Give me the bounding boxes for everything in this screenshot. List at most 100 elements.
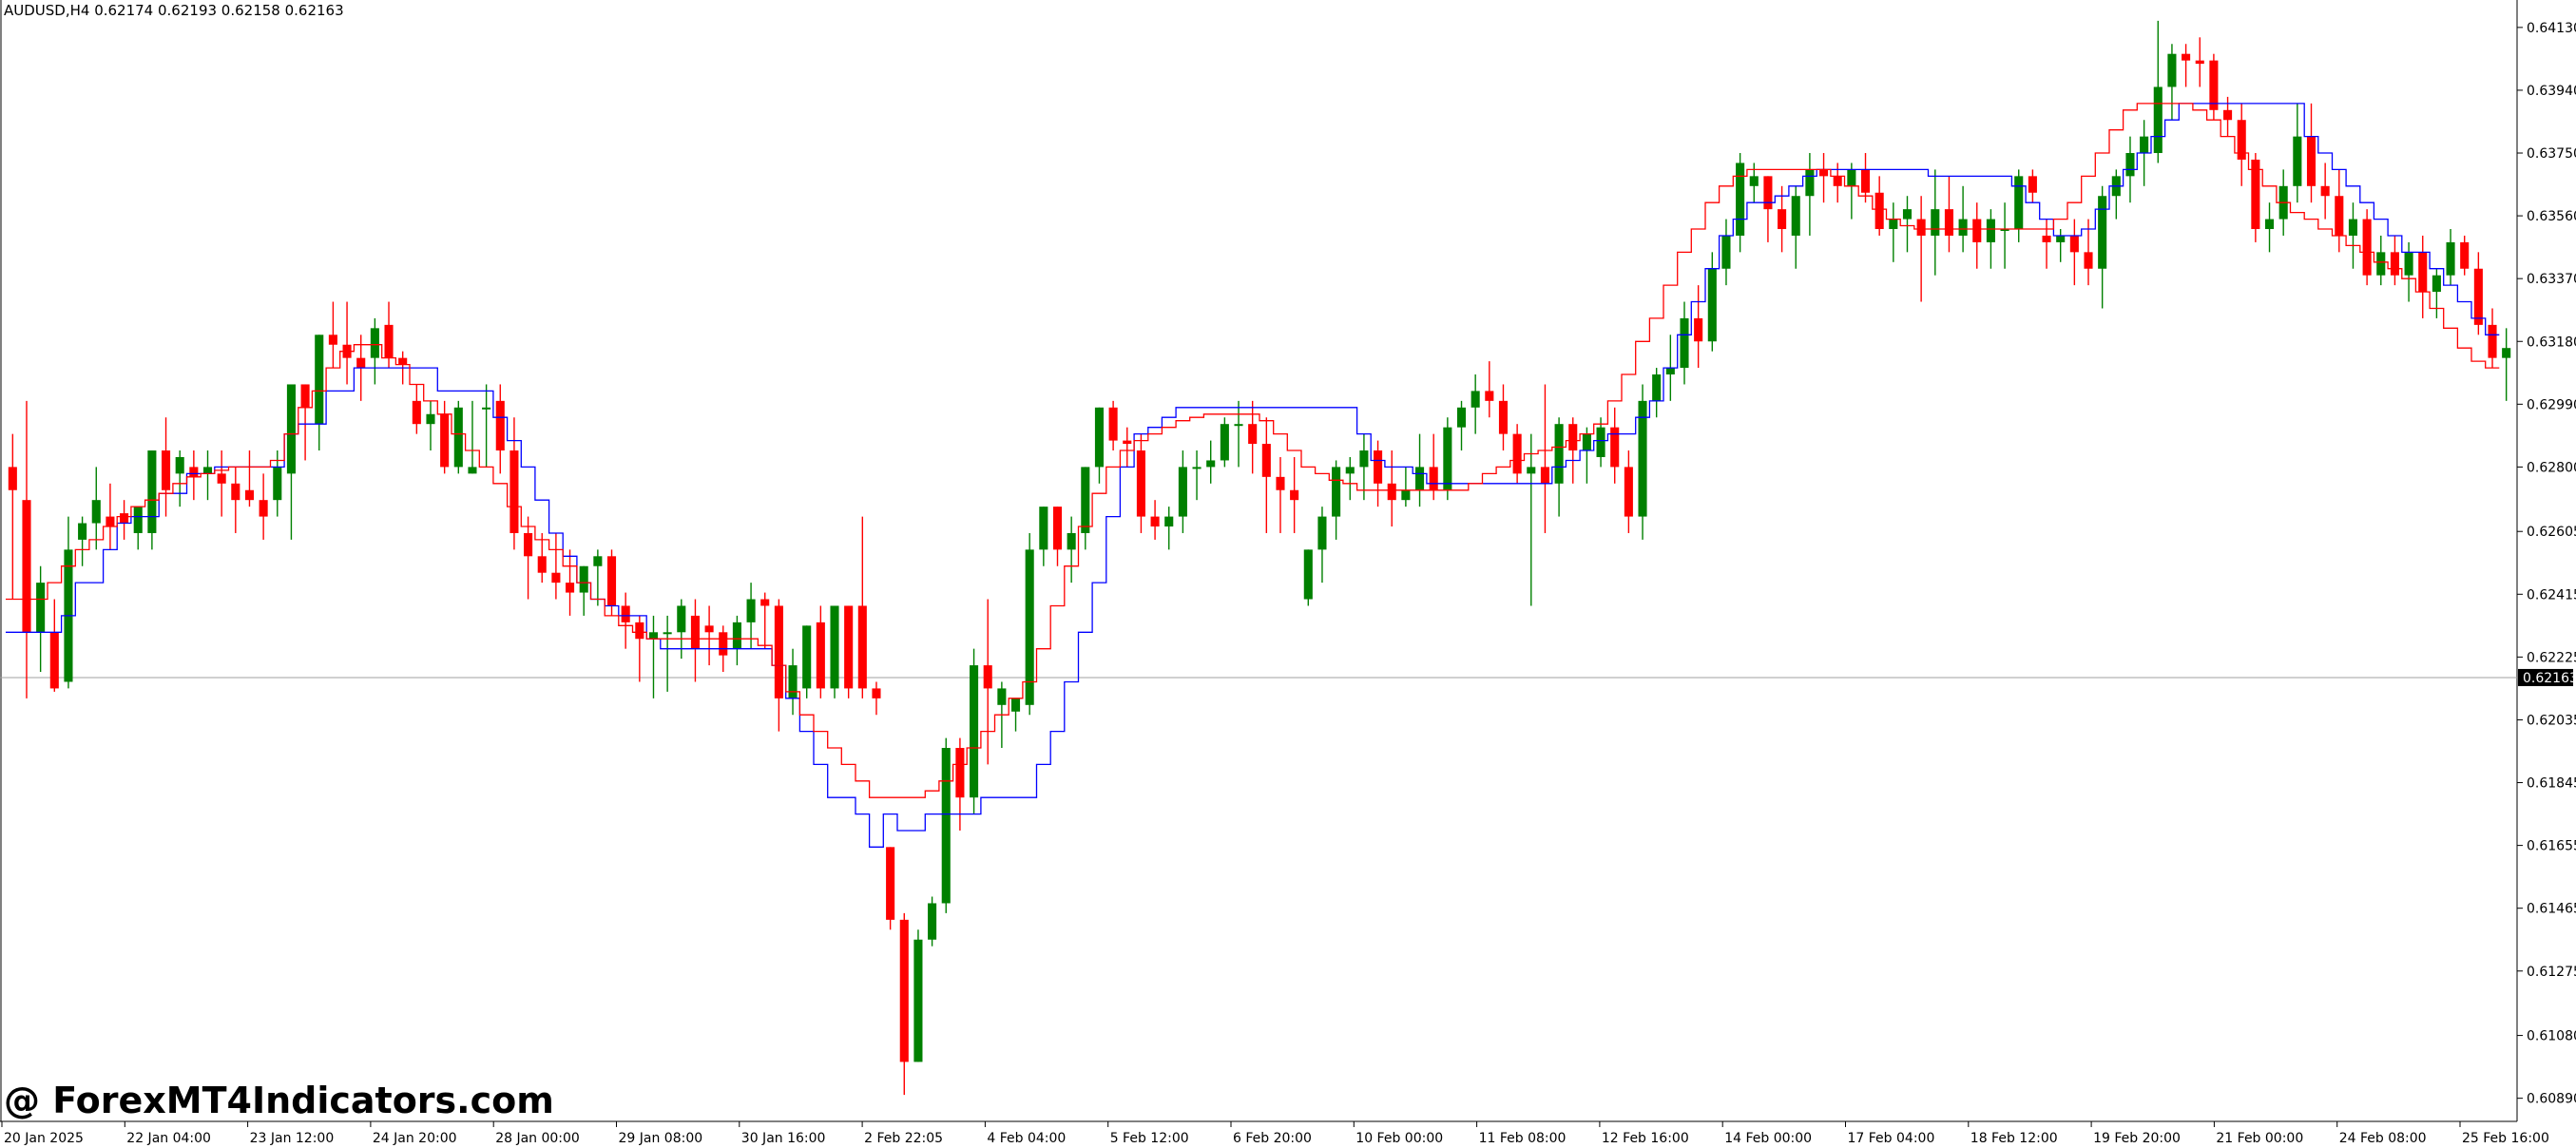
- bear-candle: [606, 549, 617, 616]
- bull-candle: [1471, 374, 1480, 434]
- bull-candle: [2432, 268, 2441, 318]
- bull-candle: [1736, 153, 1745, 253]
- bull-candle: [273, 450, 282, 517]
- candle-body: [1456, 407, 1467, 428]
- candle-body: [788, 665, 798, 698]
- candle-body: [579, 565, 588, 593]
- candle-body: [2000, 229, 2009, 232]
- candle-body: [231, 483, 240, 501]
- candle-body: [983, 665, 992, 689]
- bull-candle: [1456, 400, 1467, 451]
- candle-body: [1986, 219, 1995, 242]
- bear-candle: [120, 500, 129, 540]
- bear-candle: [1498, 384, 1509, 451]
- bear-candle: [1778, 185, 1787, 253]
- price-tag-label: 0.62163: [2523, 671, 2576, 686]
- candle-body: [273, 467, 282, 501]
- candle-body: [1736, 163, 1745, 236]
- candle-body: [1010, 698, 1021, 712]
- x-tick-label: 11 Feb 08:00: [1479, 1131, 1567, 1146]
- bull-candle: [1025, 532, 1034, 716]
- x-tick-label: 21 Feb 00:00: [2216, 1131, 2303, 1146]
- candle-body: [886, 847, 895, 920]
- candle-body: [2502, 348, 2511, 358]
- candle-body: [816, 622, 825, 689]
- bull-candle: [1902, 196, 1913, 253]
- bear-candle: [1374, 440, 1383, 507]
- bull-candle: [648, 615, 659, 698]
- bear-candle: [2182, 44, 2191, 87]
- candle-body: [1414, 467, 1425, 490]
- candle-body: [1568, 424, 1578, 451]
- candle-body: [120, 513, 129, 524]
- bear-candle: [2237, 103, 2246, 186]
- bear-candle: [2460, 235, 2470, 276]
- candle-body: [2042, 235, 2051, 242]
- bear-candle: [2390, 235, 2399, 286]
- bear-candle: [1763, 176, 1773, 242]
- bear-candle: [1860, 153, 1871, 203]
- bull-candle: [202, 450, 213, 501]
- candle-body: [468, 467, 477, 474]
- bull-candle: [1652, 368, 1662, 418]
- candle-body: [1582, 433, 1591, 451]
- bear-candle: [2084, 219, 2093, 286]
- candle-body: [202, 467, 213, 474]
- bear-candle: [509, 417, 519, 550]
- bull-candle: [1345, 456, 1355, 501]
- candle-body: [1206, 460, 1216, 468]
- bull-candle: [453, 400, 463, 474]
- bull-candle: [1527, 433, 1536, 606]
- bull-candle: [830, 605, 839, 698]
- bull-candle: [2293, 103, 2302, 203]
- bull-candle: [1707, 252, 1717, 352]
- bear-candle: [1610, 407, 1620, 484]
- bear-candle: [690, 599, 700, 682]
- bear-candle: [2209, 53, 2219, 121]
- bear-candle: [412, 384, 421, 434]
- bull-candle: [78, 516, 87, 566]
- candle-body: [844, 605, 854, 689]
- lower-channel-line: [6, 103, 2500, 798]
- candle-body: [495, 400, 505, 451]
- bull-candle: [1332, 460, 1341, 540]
- bear-candle: [106, 483, 115, 550]
- bull-candle: [1847, 163, 1856, 220]
- x-tick-label: 25 Feb 16:00: [2462, 1131, 2549, 1146]
- candle-body: [147, 450, 157, 533]
- candle-body: [453, 407, 463, 468]
- y-tick-label: 0.62605: [2527, 525, 2576, 540]
- candle-body: [1819, 169, 1829, 177]
- bull-candle: [802, 625, 812, 698]
- bull-candle: [1303, 549, 1313, 606]
- candle-body: [1763, 176, 1773, 210]
- bear-candle: [22, 400, 31, 698]
- candle-body: [1778, 209, 1787, 230]
- candle-body: [2167, 53, 2177, 87]
- candle-body: [1527, 467, 1536, 474]
- bear-candle: [1429, 433, 1438, 501]
- bull-candle: [2014, 169, 2024, 242]
- bull-candle: [1443, 417, 1452, 501]
- bear-candle: [704, 605, 714, 666]
- candle-body: [1276, 476, 1285, 490]
- candle-body: [941, 748, 951, 904]
- current-price-tag: 0.62163: [2518, 668, 2576, 686]
- candle-body: [2418, 252, 2428, 293]
- bull-candle: [1931, 169, 1940, 276]
- candle-body: [1972, 219, 1982, 242]
- channel-lines: [6, 103, 2500, 848]
- bear-candle: [816, 605, 825, 698]
- candle-body: [440, 413, 450, 468]
- bear-candle: [244, 450, 255, 507]
- bull-candle: [482, 384, 491, 468]
- plot-frame: [0, 0, 2518, 1122]
- candle-body: [1471, 391, 1480, 408]
- candle-body: [1958, 219, 1968, 236]
- bear-candle: [2418, 235, 2428, 318]
- x-tick-label: 14 Feb 00:00: [1724, 1131, 1812, 1146]
- candle-body: [1512, 433, 1522, 474]
